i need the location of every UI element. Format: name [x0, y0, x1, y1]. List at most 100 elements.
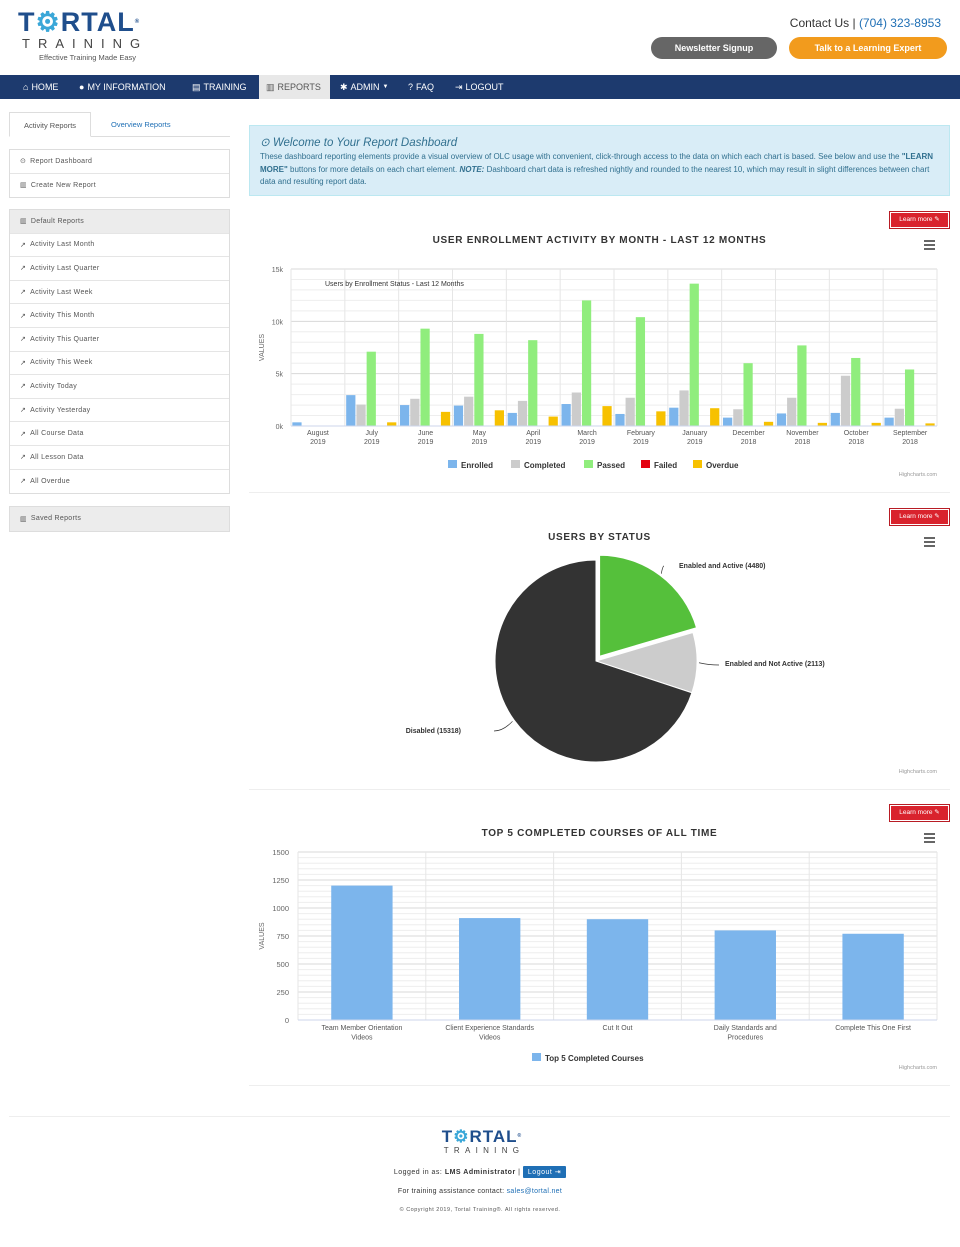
bar-completed — [894, 408, 904, 426]
logout-label: Logout — [527, 1169, 553, 1176]
welcome-text-part: These dashboard reporting elements provi… — [260, 152, 902, 161]
site-header: T⚙RTAL® TRAINING Effective Training Made… — [0, 0, 960, 75]
x-tick-label: November — [786, 430, 819, 437]
enrollment-chart-card: Learn more ✎ USER ENROLLMENT ACTIVITY BY… — [249, 211, 950, 493]
highcharts-credit[interactable]: Highcharts.com — [898, 1065, 937, 1071]
sidebar-item-all-overdue[interactable]: ↗ All Overdue — [10, 470, 229, 494]
sidebar-item-activity-last-week[interactable]: ↗ Activity Last Week — [10, 281, 229, 305]
learn-more-button[interactable]: Learn more ✎ — [889, 508, 950, 526]
sidebar-item-label: All Overdue — [30, 477, 71, 485]
saved-reports-header[interactable]: ▥ Saved Reports — [10, 507, 229, 531]
chart-menu-icon[interactable] — [924, 833, 935, 845]
sidebar-item-activity-last-month[interactable]: ↗ Activity Last Month — [10, 234, 229, 258]
bar-passed — [366, 351, 376, 426]
chart-title: USER ENROLLMENT ACTIVITY BY MONTH - LAST… — [432, 235, 767, 246]
bar-completed — [840, 375, 851, 426]
sidebar-item-label: All Lesson Data — [30, 453, 84, 461]
dashboard-icon: ⊙ — [20, 158, 27, 166]
bar-chart-icon: ▥ — [20, 515, 27, 523]
sidebar-item-label: Activity This Week — [30, 359, 93, 367]
cog-icon: ✱ — [340, 82, 348, 92]
talk-to-expert-button[interactable]: Talk to a Learning Expert — [789, 37, 947, 59]
bar-course — [842, 933, 904, 1020]
panel-heading: Saved Reports — [30, 515, 82, 523]
pie-slice-disabled — [494, 559, 693, 763]
x-tick-label: April — [526, 430, 540, 437]
footer-logout-button[interactable]: Logout ⇥ — [522, 1166, 567, 1178]
welcome-text-part: buttons for more details on each chart e… — [287, 164, 460, 174]
learn-more-button[interactable]: Learn more ✎ — [889, 804, 950, 822]
highcharts-credit[interactable]: Highcharts.com — [898, 472, 937, 478]
nav-home-label: HOME — [31, 82, 59, 92]
sidebar-item-create-new-report[interactable]: ▥ Create New Report — [10, 174, 229, 198]
sidebar-item-activity-yesterday[interactable]: ↗ Activity Yesterday — [10, 399, 229, 423]
x-tick-label: October — [844, 430, 870, 437]
welcome-text: These dashboard reporting elements provi… — [260, 151, 939, 189]
welcome-alert: ⊙ Welcome to Your Report Dashboard These… — [249, 125, 950, 196]
nav-training[interactable]: ▤ TRAINING — [192, 75, 247, 99]
nav-faq[interactable]: ? FAQ — [408, 75, 434, 99]
external-link-icon: ↗ — [20, 454, 27, 462]
bar-course — [586, 919, 649, 1020]
x-tick-label: 2019 — [418, 439, 434, 446]
nav-admin[interactable]: ✱ ADMIN ▼ — [340, 75, 389, 99]
x-tick-label: Complete This One First — [835, 1025, 911, 1032]
tortal-logo[interactable]: T⚙RTAL® TRAINING Effective Training Made… — [18, 9, 178, 65]
legend-swatch — [532, 1053, 541, 1061]
sidebar-item-activity-this-quarter[interactable]: ↗ Activity This Quarter — [10, 328, 229, 352]
highcharts-credit[interactable]: Highcharts.com — [898, 769, 937, 775]
contact-label[interactable]: Contact Us | — [789, 16, 859, 30]
bar-enrolled — [669, 407, 679, 426]
sidebar-item-all-lesson-data[interactable]: ↗ All Lesson Data — [10, 446, 229, 470]
tab-activity-reports[interactable]: Activity Reports — [9, 112, 91, 137]
chart-menu-icon[interactable] — [924, 240, 935, 252]
learn-more-button[interactable]: Learn more ✎ — [889, 211, 950, 229]
sidebar-item-label: Activity Today — [30, 382, 78, 390]
sidebar-item-activity-today[interactable]: ↗ Activity Today — [10, 375, 229, 399]
y-tick-label: 0k — [276, 424, 284, 431]
nav-reports[interactable]: ▥ REPORTS — [259, 75, 330, 99]
chart-menu-icon[interactable] — [924, 537, 935, 549]
newsletter-signup-button[interactable]: Newsletter Signup — [651, 37, 777, 59]
sidebar-item-report-dashboard[interactable]: ⊙ Report Dashboard — [10, 150, 229, 174]
legend-label: Failed — [654, 461, 677, 470]
legend-swatch — [511, 460, 520, 468]
phone-link[interactable]: (704) 323-8953 — [858, 16, 941, 30]
nav-my-information[interactable]: ● MY INFORMATION — [79, 75, 166, 99]
sidebar-item-activity-this-month[interactable]: ↗ Activity This Month — [10, 304, 229, 328]
nav-logout[interactable]: ⇥ LOGOUT — [455, 75, 504, 99]
registered-mark: ® — [517, 1133, 523, 1139]
bar-enrolled — [507, 412, 517, 426]
bar-completed — [733, 409, 743, 426]
sidebar-item-all-course-data[interactable]: ↗ All Course Data — [10, 422, 229, 446]
bar-overdue — [656, 411, 666, 426]
edit-icon: ✎ — [934, 216, 940, 223]
bar-overdue — [440, 411, 451, 426]
external-link-icon: ↗ — [20, 241, 27, 249]
y-tick-label: 5k — [276, 372, 284, 379]
x-tick-label: 2019 — [472, 439, 488, 446]
external-link-icon: ↗ — [20, 336, 27, 344]
welcome-title-text: Welcome to Your Report Dashboard — [272, 137, 458, 149]
footer-logo[interactable]: T⚙RTAL® TRAINING — [432, 1128, 532, 1157]
bar-overdue — [710, 408, 720, 426]
legend-label: Enrolled — [461, 461, 493, 470]
sidebar-item-activity-last-quarter[interactable]: ↗ Activity Last Quarter — [10, 257, 229, 281]
bar-completed — [787, 397, 797, 426]
tab-overview-reports[interactable]: Overview Reports — [111, 120, 171, 129]
bar-overdue — [925, 423, 935, 426]
nav-home[interactable]: ⌂ HOME — [23, 75, 58, 99]
x-tick-label: February — [627, 430, 656, 437]
sidebar-item-label: Create New Report — [30, 181, 96, 189]
nav-training-label: TRAINING — [203, 82, 247, 92]
assist-email-link[interactable]: sales@tortal.net — [506, 1188, 563, 1195]
bar-completed — [517, 400, 528, 426]
y-axis-title: VALUES — [259, 334, 266, 361]
sidebar-item-activity-this-week[interactable]: ↗ Activity This Week — [10, 352, 229, 376]
users-status-chart-card: Learn more ✎ USERS BY STATUS Enabled and… — [249, 508, 950, 790]
bar-enrolled — [884, 417, 894, 426]
y-tick-label: 0 — [285, 1016, 289, 1025]
legend-label: Top 5 Completed Courses — [545, 1054, 644, 1063]
pie-connector — [493, 721, 513, 732]
bar-completed — [464, 396, 474, 426]
